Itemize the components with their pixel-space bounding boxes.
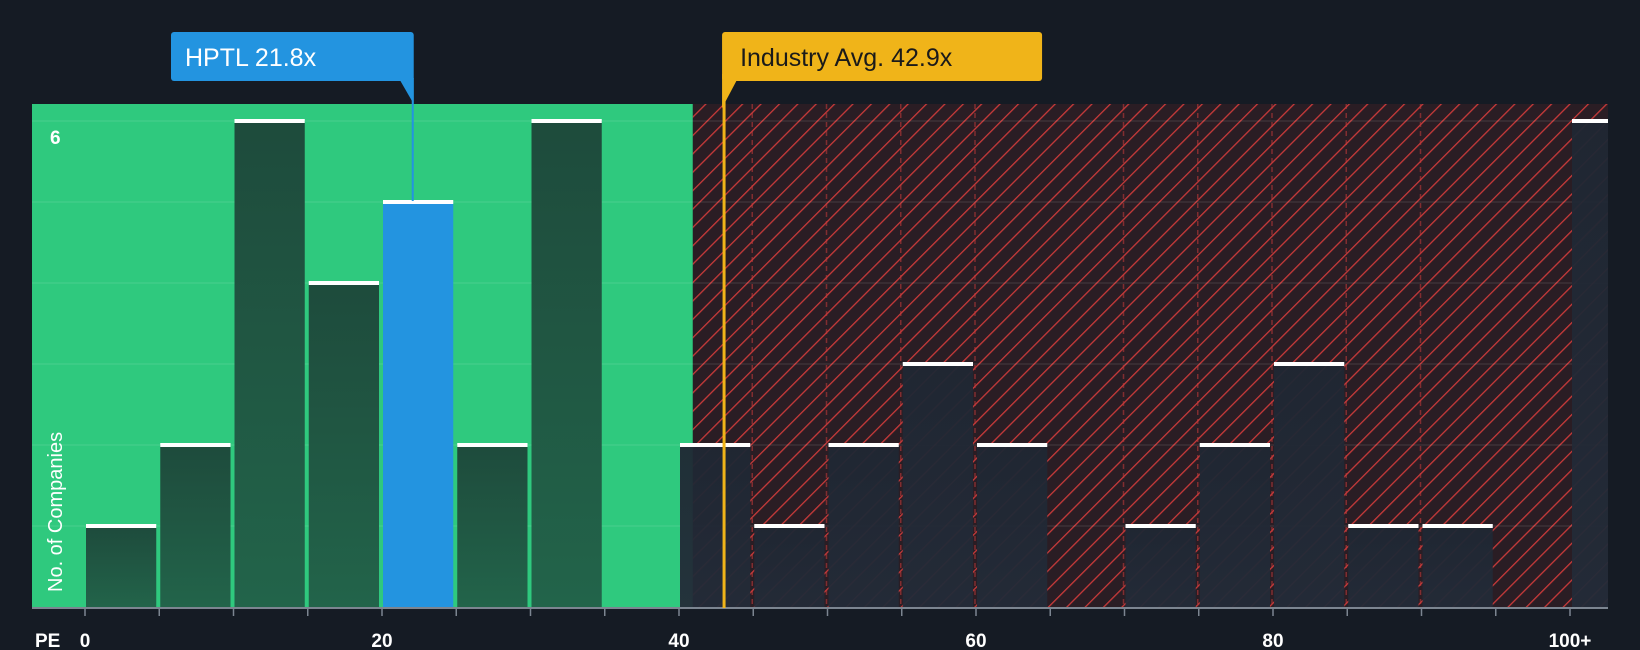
bar-cap [383,200,454,204]
histogram-bar [754,526,825,608]
bar-cap [902,362,973,366]
bar-cap [531,119,602,123]
bar-cap [754,524,825,528]
histogram-bar [160,445,231,608]
bar-cap [1348,524,1419,528]
company-callout [171,32,414,81]
bar-cap [1572,119,1608,123]
company-callout-pointer [398,78,414,104]
histogram-bar [1199,445,1270,608]
bar-cap [828,443,899,447]
histogram-bar [977,445,1048,608]
histogram-bar [1422,526,1493,608]
bar-cap [160,443,231,447]
bar-cap [308,281,379,285]
bar-cap [1274,362,1345,366]
x-axis-label: PE [35,631,60,650]
y-tick-label: 6 [50,128,61,149]
bar-cap [1199,443,1270,447]
x-tick-label: 0 [80,631,91,650]
x-tick-label: 100+ [1549,631,1592,650]
histogram-bar [234,121,305,608]
bar-cap [234,119,305,123]
histogram-bar [1572,121,1608,608]
bar-cap [1125,524,1196,528]
bar-cap [977,443,1048,447]
x-tick-label: 40 [668,631,689,650]
histogram-bar [1125,526,1196,608]
histogram-bar [308,283,379,608]
histogram-bar [1348,526,1419,608]
bar-cap [457,443,528,447]
highlighted-bar [383,202,454,608]
histogram-bar [828,445,899,608]
industry-callout-pointer [722,74,741,108]
histogram-bar [86,526,157,608]
histogram-bar [680,445,751,608]
x-tick-label: 80 [1262,631,1283,650]
bar-cap [1422,524,1493,528]
company-pe-label: HPTL 21.8x [185,44,317,72]
x-tick-label: 20 [371,631,392,650]
histogram-bar [457,445,528,608]
x-tick-label: 60 [965,631,986,650]
industry-avg-label: Industry Avg. 42.9x [740,44,953,72]
y-axis-label: No. of Companies [45,432,67,592]
bar-cap [680,443,751,447]
histogram-bar [531,121,602,608]
histogram-bar [902,364,973,608]
industry-avg-callout [722,32,1043,81]
histogram-bar [1274,364,1345,608]
bar-cap [86,524,157,528]
